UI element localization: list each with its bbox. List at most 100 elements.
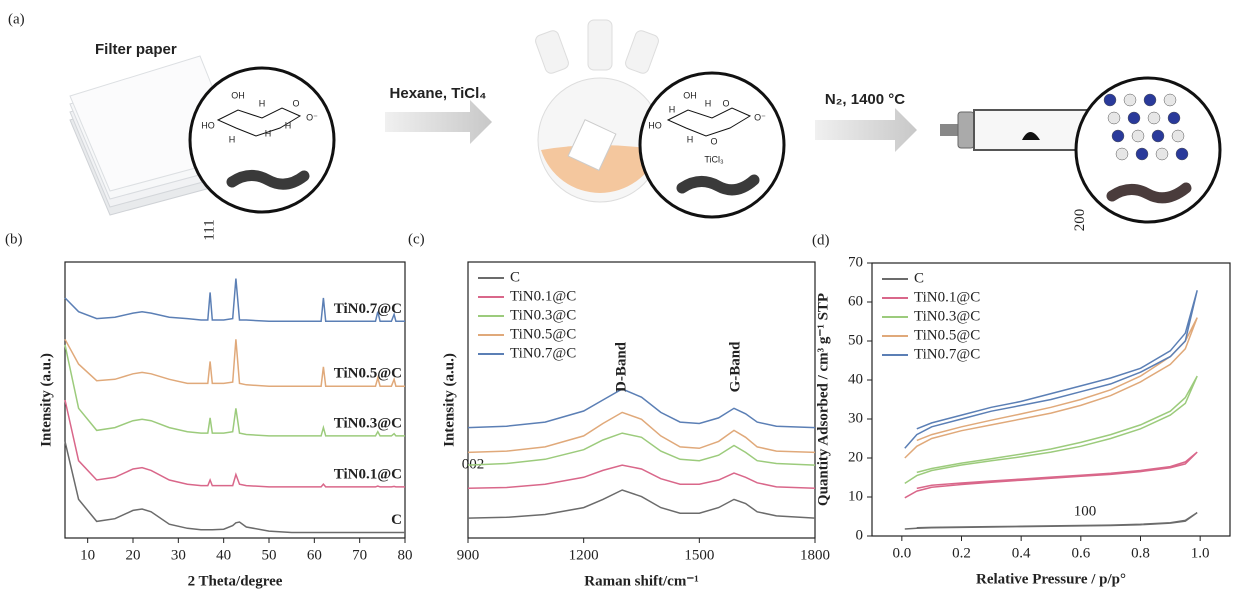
atom-label: O⁻ bbox=[754, 112, 766, 122]
atom-label: H bbox=[265, 128, 272, 138]
x-tick-label: 1200 bbox=[569, 547, 599, 563]
plot-frame bbox=[871, 262, 1231, 537]
x-tick-label: 50 bbox=[262, 547, 277, 563]
legend-label: TiN0.7@C bbox=[914, 346, 980, 362]
atom-label: H bbox=[705, 98, 712, 108]
atom-label: O⁻ bbox=[306, 112, 318, 122]
series-line bbox=[467, 489, 816, 519]
crystal-lattice bbox=[1103, 93, 1189, 161]
series-line bbox=[64, 344, 405, 437]
series-label: TiN0.5@C bbox=[334, 366, 402, 382]
series-line bbox=[64, 278, 405, 323]
series-label: TiN0.3@C bbox=[334, 415, 402, 431]
atom bbox=[1107, 111, 1121, 125]
series-line bbox=[904, 511, 1198, 530]
annotation: G-Band bbox=[727, 341, 743, 393]
atom-label: H bbox=[259, 98, 266, 108]
legend-label: TiN0.1@C bbox=[914, 289, 980, 305]
x-tick-label: 40 bbox=[216, 547, 231, 563]
atom bbox=[1115, 147, 1129, 161]
x-tick-label: 70 bbox=[352, 547, 367, 563]
x-tick-label: 30 bbox=[171, 547, 186, 563]
atom-label: OH bbox=[683, 90, 697, 100]
atom-label: O bbox=[710, 136, 717, 146]
annotation: 200 bbox=[1072, 209, 1088, 232]
x-axis-title: Relative Pressure / p/p° bbox=[976, 571, 1126, 587]
series-line bbox=[467, 464, 816, 490]
atom bbox=[1167, 111, 1181, 125]
x-axis-title: 2 Theta/degree bbox=[188, 573, 283, 589]
atom bbox=[1131, 129, 1145, 143]
y-axis-title: Quantity Adsorbed / cm³ g⁻¹ STP bbox=[815, 293, 831, 506]
legend-label: C bbox=[510, 269, 520, 285]
series-label: C bbox=[391, 512, 402, 528]
x-tick-label: 60 bbox=[307, 547, 322, 563]
x-tick-label: 0.0 bbox=[892, 545, 911, 561]
y-axis-title: Intensity (a.u.) bbox=[38, 353, 54, 447]
series-line bbox=[904, 290, 1198, 449]
x-tick-label: 1500 bbox=[684, 547, 714, 563]
legend-label: TiN0.7@C bbox=[510, 345, 576, 361]
atom-label: H bbox=[285, 120, 292, 130]
legend-label: TiN0.3@C bbox=[510, 307, 576, 323]
legend-label: TiN0.5@C bbox=[510, 326, 576, 342]
panel-label: (c) bbox=[408, 231, 425, 247]
annotation: D-Band bbox=[614, 341, 630, 392]
atom-label: OH bbox=[231, 90, 245, 100]
atom bbox=[1143, 93, 1157, 107]
y-tick-label: 10 bbox=[848, 488, 863, 504]
flask bbox=[535, 19, 663, 203]
arrow bbox=[815, 108, 917, 152]
y-axis-title: Intensity (a.u.) bbox=[441, 353, 457, 447]
molecule bbox=[666, 107, 752, 137]
carbon-fiber bbox=[226, 170, 310, 190]
y-tick-label: 30 bbox=[848, 410, 863, 426]
plot-frame bbox=[467, 261, 816, 539]
atom bbox=[1123, 93, 1137, 107]
atom bbox=[1127, 111, 1141, 125]
series-line bbox=[904, 317, 1198, 459]
zoom-circle bbox=[188, 66, 336, 214]
atom-label: TiCl₃ bbox=[704, 154, 724, 164]
x-tick-label: 0.2 bbox=[952, 545, 971, 561]
y-tick-label: 60 bbox=[848, 293, 863, 309]
atom bbox=[1135, 147, 1149, 161]
series-line bbox=[904, 451, 1198, 499]
step-label: Hexane, TiCl₄ bbox=[390, 85, 487, 102]
series-line bbox=[904, 375, 1198, 485]
y-tick-label: 0 bbox=[856, 527, 864, 543]
legend-label: TiN0.3@C bbox=[914, 308, 980, 324]
atom bbox=[1155, 147, 1169, 161]
x-tick-label: 0.6 bbox=[1071, 545, 1090, 561]
x-axis-title: Raman shift/cm⁻¹ bbox=[584, 573, 699, 589]
atom bbox=[1171, 129, 1185, 143]
y-tick-label: 40 bbox=[848, 371, 863, 387]
y-tick-label: 50 bbox=[848, 332, 863, 348]
atom bbox=[1111, 129, 1125, 143]
atom-label: H bbox=[687, 134, 694, 144]
carbon-fiber bbox=[676, 174, 760, 196]
atom bbox=[1151, 129, 1165, 143]
panel-label: (a) bbox=[8, 11, 25, 27]
x-tick-label: 900 bbox=[457, 547, 480, 563]
atom-label: HO bbox=[648, 120, 662, 130]
series-line bbox=[467, 432, 816, 466]
x-tick-label: 80 bbox=[398, 547, 413, 563]
atom-label: H bbox=[229, 134, 236, 144]
series-label: TiN0.7@C bbox=[334, 301, 402, 317]
x-tick-label: 0.8 bbox=[1131, 545, 1150, 561]
atom bbox=[1103, 93, 1117, 107]
x-tick-label: 20 bbox=[126, 547, 141, 563]
atom-label: O bbox=[292, 98, 299, 108]
annotation: 111 bbox=[202, 219, 218, 240]
series-line bbox=[64, 441, 405, 534]
atom-label: O bbox=[722, 98, 729, 108]
atom bbox=[1163, 93, 1177, 107]
legend-label: TiN0.5@C bbox=[914, 327, 980, 343]
series-line bbox=[64, 399, 405, 488]
y-tick-label: 70 bbox=[848, 254, 863, 270]
x-tick-label: 10 bbox=[80, 547, 95, 563]
material-label: Filter paper bbox=[95, 41, 177, 58]
y-tick-label: 20 bbox=[848, 449, 863, 465]
